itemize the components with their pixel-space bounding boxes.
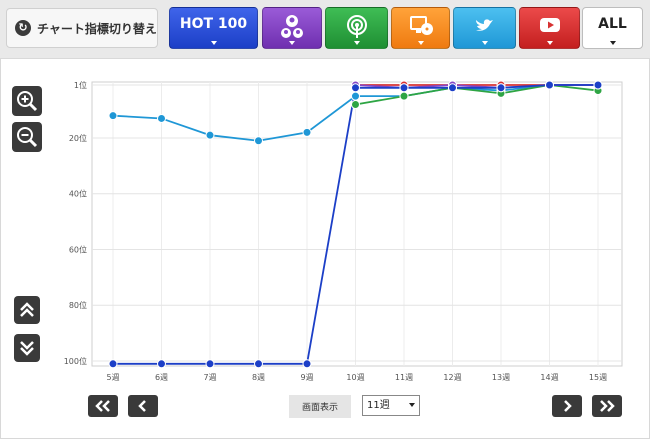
scroll-up-button[interactable] [14,296,40,324]
rank-chart: 1位 20位 40位 60位 80位 100位 5週 6週 7週 8週 9週 10週 11週 12週 13… [64,80,623,382]
chevron-down-icon [609,41,616,45]
x-tick-label: 10週 [346,373,364,382]
y-tick-label: 40位 [69,189,87,199]
x-tick-label: 5週 [106,373,119,382]
chevron-down-icon [353,41,360,45]
zoom-out-button[interactable] [12,122,42,152]
chevron-down-icon [546,41,553,45]
y-axis-ticks: 1位 20位 40位 60位 80位 100位 [64,80,87,366]
x-axis-ticks: 5週 6週 7週 8週 9週 10週 11週 12週 13週 14週 15週 [106,373,607,382]
x-tick-label: 9週 [300,373,313,382]
chevron-down-icon [481,41,488,45]
series-line [355,84,599,106]
hot100-label: HOT 100 [179,16,248,32]
zoom-out-icon [17,127,38,148]
x-tick-label: 15週 [589,373,607,382]
y-tick-label: 1位 [74,80,87,90]
chevron-right-icon [564,400,572,412]
switch-label-text: チャート指標切り替え [37,21,157,36]
twitter-icon [475,19,493,31]
series-point [108,111,118,121]
youtube-icon [539,18,560,32]
zoom-in-button[interactable] [12,86,42,116]
chevron-down-icon [289,41,295,45]
y-tick-label: 60位 [69,244,87,254]
youtube-metric-button[interactable] [519,7,580,49]
chevron-left-icon [138,400,146,412]
series-point [302,127,312,137]
series-point [351,91,360,101]
x-tick-label: 7週 [203,373,216,382]
user-metric-button[interactable] [262,7,322,49]
series-point [254,359,263,369]
twitter-metric-button[interactable] [453,7,516,49]
series-points [108,80,603,369]
chevron-down-icon [210,41,217,45]
x-tick-label: 12週 [443,373,461,382]
radio-metric-button[interactable] [325,7,388,49]
hot100-button[interactable]: HOT 100 [169,7,258,49]
x-tick-label: 13週 [492,373,510,382]
y-tick-label: 100位 [64,356,87,366]
series-point [448,83,457,93]
plot-area [91,81,623,367]
toolbar: ↻ チャート指標切り替え HOT 100 [0,0,650,59]
pc-disc-metric-button[interactable] [391,7,450,49]
zoom-in-icon [17,91,38,112]
double-chevron-right-icon [600,400,615,412]
display-label: 画面表示 [289,395,351,418]
x-tick-label: 11週 [395,373,413,382]
range-select-value: 11週 [367,400,390,411]
series-point [157,359,166,369]
prev-page-button[interactable] [128,395,158,417]
x-tick-label: 14週 [540,373,558,382]
series-point [351,83,360,93]
series-point [254,136,263,146]
series-point [157,113,166,123]
series-point [302,359,312,369]
next-page-button[interactable] [552,395,582,417]
series-point [496,83,506,93]
radio-icon [346,15,367,38]
series-point [593,80,603,90]
switch-icon: ↻ [15,20,31,36]
chevron-down-icon [409,403,415,407]
chart-switch-label[interactable]: ↻ チャート指標切り替え [6,8,158,48]
all-label: ALL [598,16,627,32]
series-point [205,359,215,369]
series-point [108,359,118,369]
double-chevron-up-icon [20,302,34,317]
y-tick-label: 80位 [69,300,87,310]
y-tick-label: 20位 [69,133,87,143]
all-metrics-button[interactable]: ALL [582,7,643,49]
pc-disc-icon [409,16,433,35]
x-tick-label: 6週 [155,373,168,382]
double-chevron-left-icon [95,400,110,412]
series-point [351,100,360,110]
chevron-down-icon [417,41,424,45]
double-chevron-down-icon [20,341,34,356]
scroll-down-button[interactable] [14,334,40,362]
series-point [399,83,409,93]
series-point [205,130,215,140]
chart-grid [91,81,623,367]
first-page-button[interactable] [88,395,118,417]
user-group-icon [281,15,303,38]
series-point [545,80,554,90]
last-page-button[interactable] [592,395,622,417]
x-tick-label: 8週 [252,373,265,382]
range-select[interactable]: 11週 [362,395,420,416]
series-point [399,91,409,101]
